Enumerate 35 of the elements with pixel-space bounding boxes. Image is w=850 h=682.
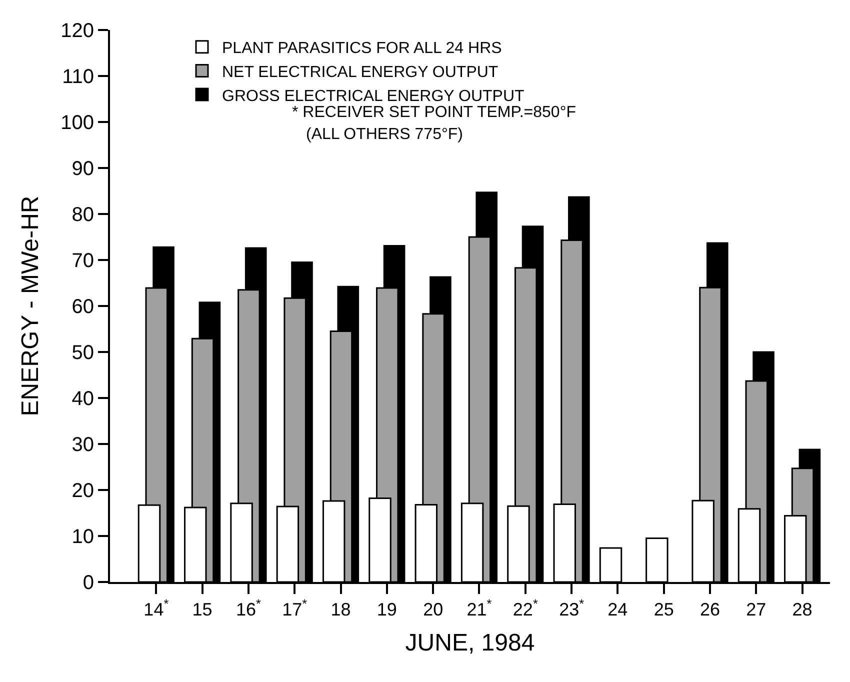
x-tick-label: 28: [792, 600, 812, 620]
legend-label: PLANT PARASITICS FOR ALL 24 HRS: [222, 40, 502, 58]
annotation: * RECEIVER SET POINT TEMP.=850°F: [292, 104, 576, 121]
x-tick-label: 19: [376, 600, 397, 620]
x-tick-label: 25: [654, 600, 674, 620]
x-tick-label: 23$^{*}$: [559, 597, 584, 620]
x-tick-label: 24: [608, 600, 628, 620]
x-tick-label: 14$^{*}$: [144, 597, 169, 620]
x-axis-title: JUNE, 1984: [405, 629, 535, 656]
y-tick-label: 90: [72, 158, 94, 180]
y-tick-label: 10: [72, 526, 94, 548]
x-tick-label: 27: [746, 600, 766, 620]
y-tick-label: 80: [72, 204, 94, 226]
y-tick-label: 40: [72, 388, 94, 410]
y-tick-label: 100: [60, 112, 94, 134]
x-tick-label: 26: [700, 600, 720, 620]
y-tick-label: 50: [72, 342, 94, 364]
x-tick-label: 22$^{*}$: [512, 597, 538, 620]
y-tick-label: 0: [82, 572, 94, 594]
y-tick-label: 70: [72, 250, 94, 272]
x-tick-label: 15: [192, 600, 212, 620]
y-tick-label: 30: [72, 434, 94, 456]
x-tick-label: 16$^{*}$: [236, 597, 262, 620]
legend-label: GROSS ELECTRICAL ENERGY OUTPUT: [222, 88, 525, 105]
annotation: (ALL OTHERS 775°F): [306, 126, 463, 143]
x-tick-label: 18: [330, 600, 351, 620]
x-tick-label: 20: [423, 600, 444, 620]
y-axis-title: ENERGY - MWe-HR: [17, 196, 44, 416]
y-tick-label: 120: [60, 20, 94, 42]
x-tick-label: 17$^{*}$: [282, 597, 308, 620]
legend-label: NET ELECTRICAL ENERGY OUTPUT: [222, 64, 498, 81]
y-tick-label: 20: [72, 480, 94, 502]
y-tick-label: 60: [72, 296, 94, 318]
x-tick-label: 21$^{*}$: [466, 597, 492, 620]
y-tick-label: 110: [62, 66, 94, 88]
